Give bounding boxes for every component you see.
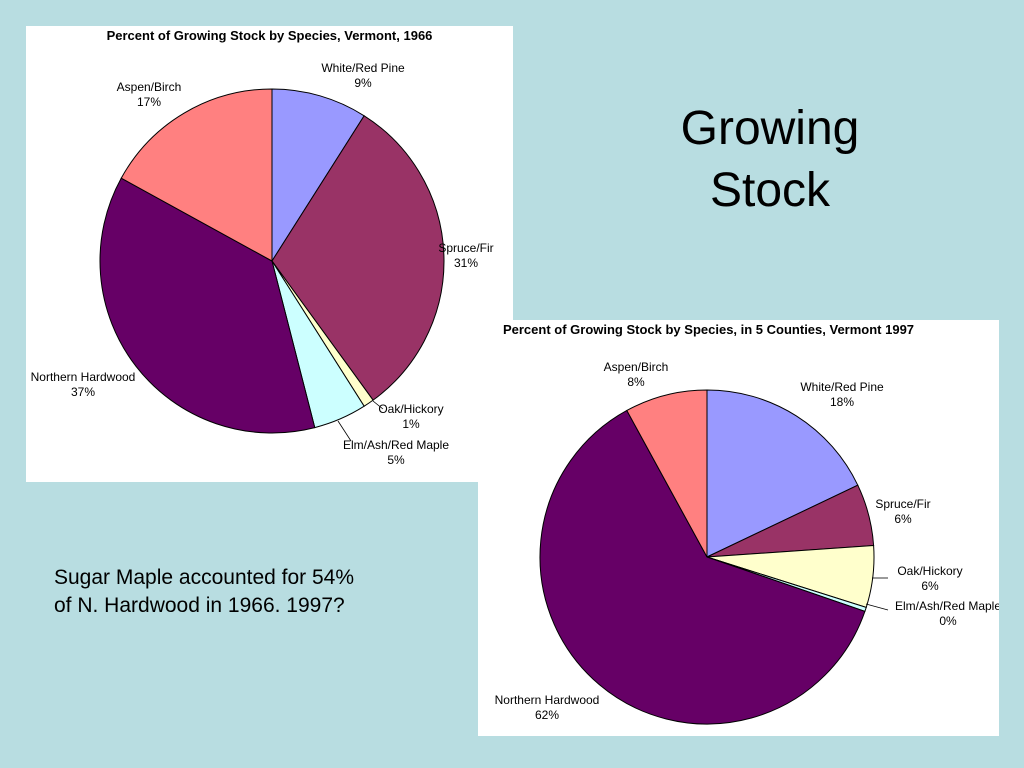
pie-slice-northern-hardwood-1966 [99, 177, 316, 434]
data-label-elm-ash-red-maple-1966: Elm/Ash/Red Maple [343, 438, 449, 452]
data-label-spruce-fir-1997: Spruce/Fir [875, 497, 930, 511]
data-label-oak-hickory-1997: Oak/Hickory [897, 564, 962, 578]
pie-slice-aspen-birch-1966 [120, 88, 273, 262]
data-label-northern-hardwood-1997: Northern Hardwood [495, 693, 600, 707]
pie-slice-spruce-fir-1966 [271, 115, 445, 401]
chart-title-1997: Percent of Growing Stock by Species, in … [502, 322, 915, 337]
data-label-aspen-birch-1966: Aspen/Birch [117, 80, 182, 94]
data-label-pct-northern-hardwood-1966: 37% [71, 385, 95, 399]
leader-line-oak-hickory-1966 [372, 400, 384, 410]
data-label-oak-hickory-1966: Oak/Hickory [378, 402, 443, 416]
slide-note-line-2: of N. Hardwood in 1966. 1997? [54, 594, 345, 617]
slide-note-line-1: Sugar Maple accounted for 54% [54, 566, 355, 589]
slide-title: Growing Stock [620, 98, 920, 222]
data-label-pct-northern-hardwood-1997: 62% [535, 708, 559, 722]
data-label-pct-aspen-birch-1966: 17% [137, 95, 161, 109]
chart-panel-1997: Percent of Growing Stock by Species, in … [478, 320, 999, 736]
data-label-pct-elm-ash-red-maple-1997: 0% [939, 614, 957, 628]
data-label-pct-oak-hickory-1966: 1% [402, 417, 420, 431]
data-label-pct-spruce-fir-1997: 6% [894, 512, 912, 526]
data-label-white-red-pine-1966: White/Red Pine [321, 61, 405, 75]
pie-slice-white-red-pine-1997 [706, 389, 859, 558]
data-label-pct-spruce-fir-1966: 31% [454, 256, 478, 270]
pie-chart-1997: White/Red Pine18%Spruce/Fir6%Oak/Hickory… [495, 360, 999, 725]
pie-slice-northern-hardwood-1997 [539, 409, 866, 725]
slide-title-line-1: Growing [680, 102, 860, 155]
data-label-white-red-pine-1997: White/Red Pine [800, 380, 884, 394]
pie-slice-white-red-pine-1966 [271, 88, 365, 263]
slide-title-line-2: Stock [709, 164, 831, 217]
chart-title-1966: Percent of Growing Stock by Species, Ver… [106, 28, 433, 43]
data-label-pct-white-red-pine-1997: 18% [830, 395, 854, 409]
slide-note: Sugar Maple accounted for 54% of N. Hard… [54, 564, 454, 620]
leader-line-elm-ash-red-maple-1997 [865, 603, 889, 611]
data-label-spruce-fir-1966: Spruce/Fir [438, 241, 493, 255]
data-label-pct-white-red-pine-1966: 9% [354, 76, 372, 90]
data-label-aspen-birch-1997: Aspen/Birch [604, 360, 669, 374]
data-label-northern-hardwood-1966: Northern Hardwood [31, 370, 136, 384]
chart-panel-1966: Percent of Growing Stock by Species, Ver… [26, 26, 513, 482]
data-label-pct-oak-hickory-1997: 6% [921, 579, 939, 593]
data-label-pct-elm-ash-red-maple-1966: 5% [387, 453, 405, 467]
leader-line-elm-ash-red-maple-1966 [337, 420, 352, 442]
data-label-elm-ash-red-maple-1997: Elm/Ash/Red Maple [895, 599, 999, 613]
pie-slice-aspen-birch-1997 [626, 389, 708, 558]
data-label-pct-aspen-birch-1997: 8% [627, 375, 645, 389]
